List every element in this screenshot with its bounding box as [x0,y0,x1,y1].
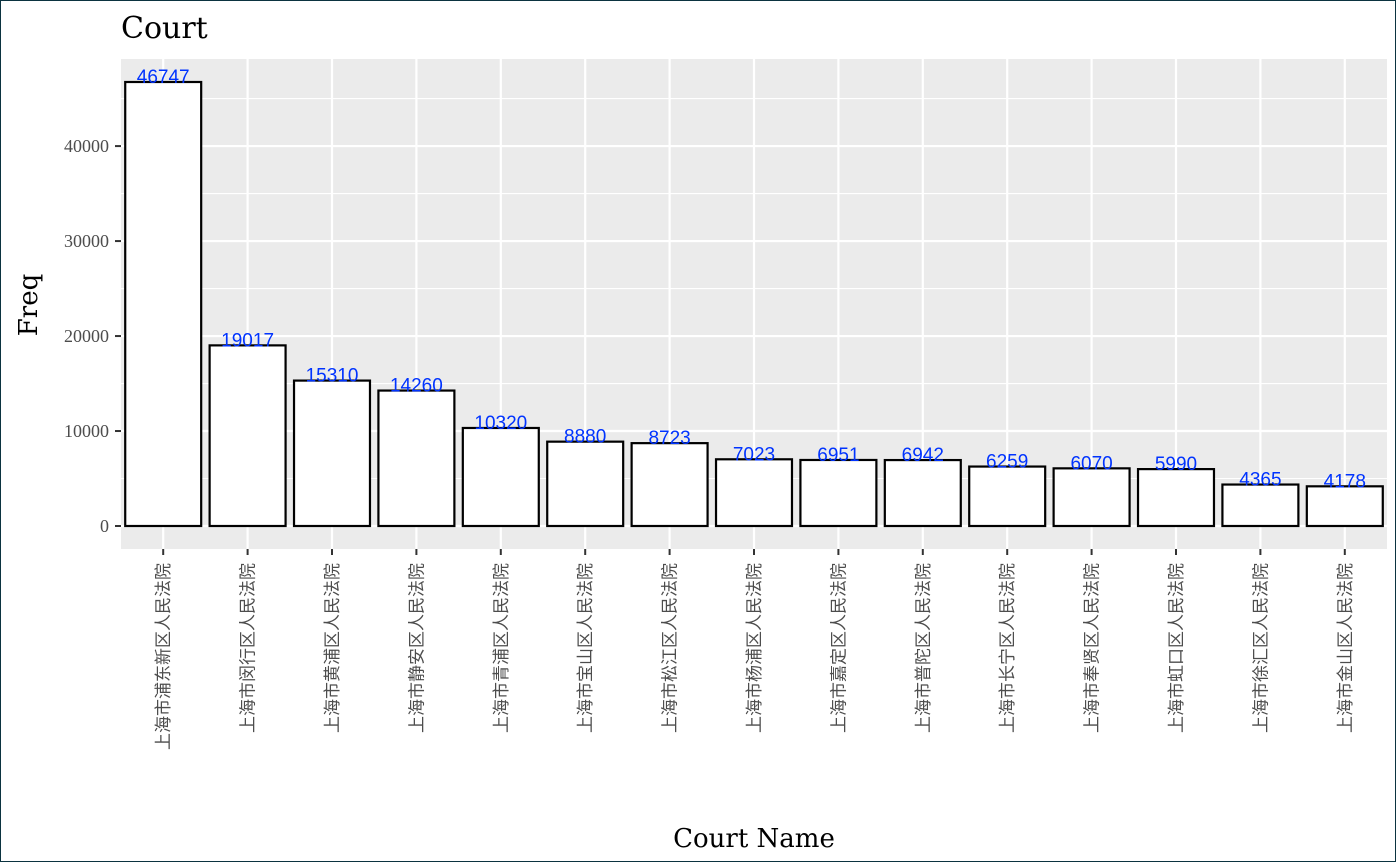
y-tick-label: 10000 [64,421,109,441]
data-label: 15310 [306,366,359,387]
x-tick-label: 上海市奉贤区人民法院 [1083,563,1103,733]
bar [968,465,1047,528]
data-label: 6259 [986,452,1028,473]
data-label: 6942 [902,445,944,466]
data-label: 7023 [733,444,775,465]
x-tick-label: 上海市虹口区人民法院 [1167,563,1187,733]
data-label: 4365 [1239,470,1281,491]
x-tick-label: 上海市闵行区人民法院 [239,563,259,733]
x-tick-label: 上海市长宁区人民法院 [998,563,1018,733]
data-labels: 46747 19017 15310 14260 10320 8880 8723 7023 695… [137,67,1366,492]
data-label: 8723 [648,428,690,449]
x-tick-label: 上海市金山区人民法院 [1336,563,1356,733]
y-axis: 0 10000 20000 30000 40000 [64,136,121,536]
y-tick-label: 0 [100,516,109,536]
data-label: 8880 [564,427,606,448]
bar [208,344,287,528]
bar [799,458,878,528]
x-tick-label: 上海市杨浦区人民法院 [745,563,765,733]
x-tick-label: 上海市嘉定区人民法院 [829,563,849,733]
data-label: 4178 [1324,471,1366,492]
data-label: 6951 [817,445,859,466]
bar [377,389,456,528]
bar [714,458,794,528]
y-tick-label: 20000 [64,326,109,346]
data-label: 19017 [221,330,274,351]
bar [292,379,372,528]
bar [1136,468,1216,528]
x-axis-title: Court Name [673,824,835,854]
x-tick-label: 上海市松江区人民法院 [661,563,681,733]
x-tick-label: 上海市宝山区人民法院 [576,563,596,733]
data-label: 10320 [474,413,527,434]
y-tick-label: 40000 [64,136,109,156]
x-tick-label: 上海市浦东新区人民法院 [154,563,174,750]
y-tick-label: 30000 [64,231,109,251]
bar [883,458,962,528]
bar [546,440,625,528]
bar [124,80,203,528]
bars [124,80,1384,528]
x-tick-label: 上海市黄浦区人民法院 [323,563,343,733]
data-label: 6070 [1070,453,1112,474]
bar [1052,467,1131,528]
x-tick-label: 上海市普陀区人民法院 [914,563,934,733]
chart-title: Court [121,11,208,46]
x-tick-label: 上海市徐汇区人民法院 [1251,563,1271,733]
data-label: 14260 [390,376,443,397]
bar [461,426,540,528]
bar [630,442,709,528]
x-axis: 上海市浦东新区人民法院 上海市闵行区人民法院 上海市黄浦区人民法院 上海市静安区人民法… [154,549,1356,750]
bar [1305,485,1384,528]
x-tick-label: 上海市静安区人民法院 [407,563,427,733]
data-label: 5990 [1155,454,1197,475]
data-label: 46747 [137,67,190,88]
x-tick-label: 上海市青浦区人民法院 [492,563,512,733]
y-axis-title: Freq [14,274,44,337]
bar [1221,483,1300,528]
